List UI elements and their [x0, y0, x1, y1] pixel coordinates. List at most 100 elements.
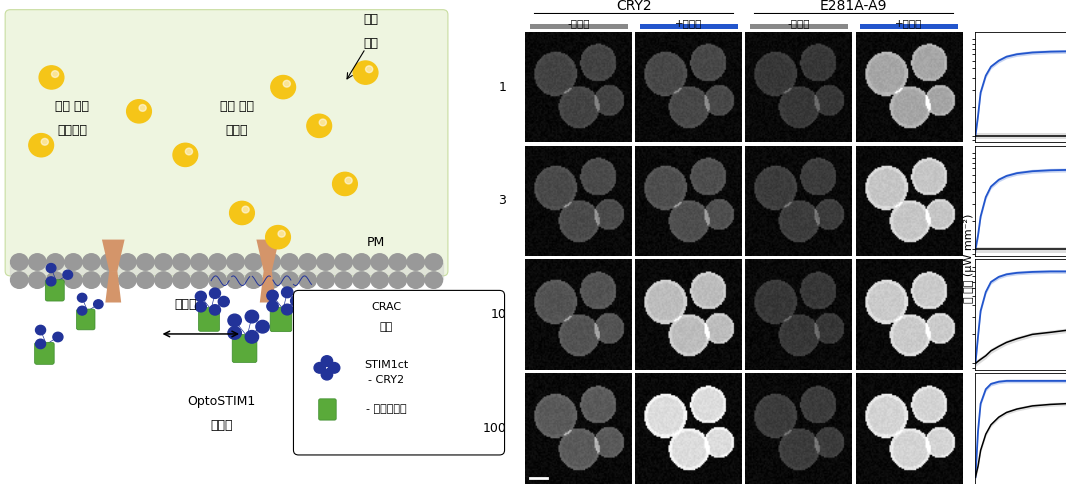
Circle shape: [29, 254, 46, 270]
FancyBboxPatch shape: [319, 399, 336, 420]
Circle shape: [228, 314, 241, 327]
Polygon shape: [322, 317, 335, 339]
Circle shape: [389, 272, 406, 288]
Polygon shape: [320, 295, 338, 317]
Text: CRAC: CRAC: [371, 302, 401, 312]
Circle shape: [317, 272, 335, 288]
Text: 채널: 채널: [379, 322, 392, 332]
Circle shape: [245, 254, 262, 270]
FancyBboxPatch shape: [77, 309, 95, 330]
Circle shape: [353, 254, 371, 270]
Circle shape: [229, 201, 255, 225]
Circle shape: [11, 254, 28, 270]
Circle shape: [51, 71, 59, 77]
Circle shape: [228, 327, 241, 339]
Text: 청색광: 청색광: [174, 299, 196, 311]
Circle shape: [210, 305, 221, 315]
Circle shape: [127, 100, 151, 123]
Text: 칼슘 채널: 칼슘 채널: [55, 100, 90, 113]
Circle shape: [280, 254, 298, 270]
Bar: [860, 24, 958, 29]
Text: 3: 3: [498, 195, 506, 208]
Circle shape: [291, 296, 302, 306]
Polygon shape: [257, 240, 279, 271]
FancyBboxPatch shape: [5, 10, 448, 276]
FancyBboxPatch shape: [270, 307, 292, 332]
Circle shape: [195, 291, 207, 302]
Text: 활성화: 활성화: [226, 124, 248, 137]
Circle shape: [118, 272, 136, 288]
Circle shape: [173, 272, 190, 288]
Circle shape: [11, 272, 28, 288]
Circle shape: [280, 272, 298, 288]
Circle shape: [139, 105, 146, 111]
Circle shape: [371, 272, 388, 288]
Circle shape: [39, 66, 64, 89]
Circle shape: [319, 119, 326, 126]
Text: STIM1ct: STIM1ct: [364, 361, 408, 370]
Circle shape: [155, 272, 173, 288]
FancyBboxPatch shape: [293, 290, 504, 455]
Circle shape: [242, 206, 249, 213]
Text: CRY2: CRY2: [616, 0, 651, 13]
Circle shape: [118, 254, 136, 270]
Circle shape: [321, 369, 333, 380]
Circle shape: [136, 254, 155, 270]
Circle shape: [298, 254, 317, 270]
Circle shape: [278, 230, 286, 237]
Text: 비활성화: 비활성화: [58, 124, 87, 137]
Circle shape: [47, 272, 64, 288]
Bar: [640, 24, 738, 29]
Polygon shape: [260, 271, 276, 302]
Text: -청색광: -청색광: [788, 18, 810, 29]
Circle shape: [35, 325, 46, 335]
Text: E281A-A9: E281A-A9: [820, 0, 888, 13]
Polygon shape: [106, 271, 122, 302]
Circle shape: [100, 272, 118, 288]
Circle shape: [42, 138, 48, 145]
Circle shape: [245, 310, 259, 323]
Text: 칼슘: 칼슘: [364, 13, 378, 26]
FancyBboxPatch shape: [198, 308, 220, 331]
Circle shape: [345, 177, 352, 184]
Circle shape: [173, 143, 197, 166]
Text: +청색광: +청색광: [675, 18, 702, 29]
Circle shape: [407, 272, 424, 288]
Circle shape: [191, 272, 208, 288]
Text: 10: 10: [490, 308, 506, 321]
Circle shape: [335, 272, 353, 288]
Circle shape: [83, 272, 100, 288]
FancyBboxPatch shape: [34, 342, 54, 364]
Polygon shape: [102, 240, 125, 271]
Text: - CRY2: - CRY2: [368, 375, 404, 385]
Circle shape: [227, 272, 244, 288]
Text: 활성화: 활성화: [210, 420, 232, 432]
Circle shape: [245, 331, 259, 343]
Text: OptoSTIM1: OptoSTIM1: [188, 395, 256, 408]
Circle shape: [353, 272, 371, 288]
Circle shape: [209, 254, 226, 270]
Circle shape: [333, 172, 357, 196]
Circle shape: [407, 254, 424, 270]
Circle shape: [389, 254, 406, 270]
FancyBboxPatch shape: [46, 280, 64, 301]
Text: PM: PM: [367, 236, 385, 248]
Circle shape: [78, 306, 86, 315]
Circle shape: [263, 272, 280, 288]
Circle shape: [191, 254, 208, 270]
Circle shape: [29, 272, 46, 288]
Circle shape: [266, 290, 278, 301]
Text: - 형광단백질: - 형광단백질: [366, 404, 406, 414]
Circle shape: [281, 287, 293, 298]
Circle shape: [366, 66, 373, 73]
Circle shape: [210, 288, 221, 299]
Circle shape: [425, 254, 442, 270]
Circle shape: [335, 254, 353, 270]
Circle shape: [155, 254, 173, 270]
Text: 빛 세기 (μW mm⁻²): 빛 세기 (μW mm⁻²): [964, 213, 973, 302]
Circle shape: [195, 302, 207, 312]
Circle shape: [284, 80, 290, 87]
Circle shape: [328, 363, 340, 373]
Circle shape: [321, 356, 333, 366]
Circle shape: [281, 304, 293, 315]
